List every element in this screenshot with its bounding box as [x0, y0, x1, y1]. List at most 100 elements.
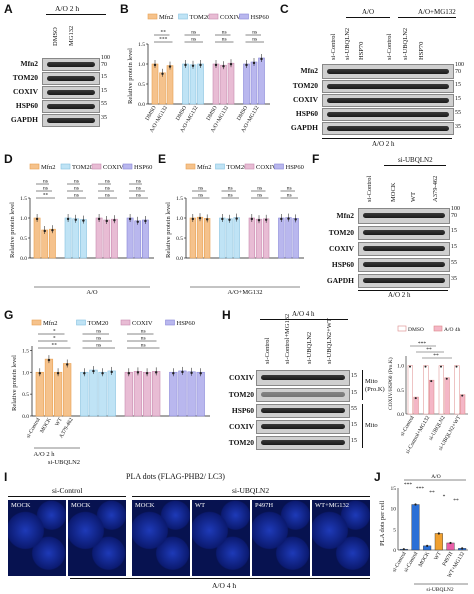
legend-label: DMSO: [408, 327, 424, 333]
y-tick-label: 0.0: [397, 412, 404, 418]
legend-label: HSP60: [134, 164, 152, 171]
blot-strip: [42, 72, 100, 85]
y-tick-label: 0.5: [138, 82, 145, 88]
lane-label: HSP70: [358, 41, 365, 60]
panel-b: B Mfn2 TOM20 COXIV HSP60 0.0 0.5 1.0 1.5 Relativ…: [118, 0, 276, 150]
microscopy-image: WT+MG132: [312, 500, 370, 576]
bar: [444, 377, 450, 415]
group-label: A/O+MG132: [418, 8, 456, 16]
y-axis-label: COXIV/HSP60 (Pro.K): [387, 357, 394, 410]
panel-f: F si-UBQLN2 si-Control MOCK WT A379-462 …: [310, 150, 474, 300]
data-point: [110, 370, 113, 374]
sig-label: ns: [141, 329, 146, 335]
data-point: [154, 371, 158, 374]
mw-marker: 15: [101, 74, 107, 80]
data-point: [136, 220, 139, 223]
microscopy-image: MOCK: [8, 500, 66, 576]
legend-swatch: [147, 13, 158, 20]
row-label: TOM20: [292, 81, 318, 90]
data-point: [437, 532, 440, 535]
mw-marker: 15: [351, 422, 357, 428]
data-point: [136, 371, 140, 374]
mw-marker: 15: [351, 438, 357, 444]
blot-strip: [42, 114, 100, 127]
data-point: [168, 65, 172, 68]
sig-label: ns: [74, 186, 79, 192]
x-tick-label: WT: [54, 416, 64, 427]
sig-label: ns: [74, 179, 79, 185]
data-point: [191, 64, 195, 68]
sig-label: **: [161, 30, 167, 36]
blot-strip: [358, 242, 450, 256]
side-label: Mito: [365, 422, 378, 429]
row-label: Mfn2: [336, 211, 355, 220]
data-point: [260, 57, 263, 61]
group-line: [8, 496, 126, 497]
bar: [64, 217, 72, 259]
group-line: [398, 17, 456, 18]
image-label: MOCK: [71, 502, 91, 509]
bar: [263, 218, 270, 259]
x-tick-label: MOCK: [39, 417, 52, 434]
footer-label: A/O 4 h: [212, 581, 237, 590]
data-point: [250, 217, 254, 221]
x-tick-label: si-Control: [399, 415, 416, 438]
legend-swatch: [433, 325, 443, 332]
bar: [233, 217, 240, 259]
y-tick-label: 1.0: [20, 216, 27, 222]
bar: [134, 220, 142, 259]
data-point: [455, 365, 458, 368]
legend-swatch: [29, 163, 40, 170]
data-point: [461, 394, 464, 397]
sig-label: *: [53, 329, 56, 335]
bar: [197, 63, 204, 105]
legend-swatch: [397, 325, 407, 332]
legend-swatch: [76, 319, 86, 326]
sig-label: ns: [257, 186, 262, 192]
bar: [196, 216, 204, 259]
legend-swatch: [165, 319, 175, 326]
blot-strip: [322, 80, 454, 93]
image-label: P497H: [255, 502, 274, 509]
bar: [182, 63, 189, 105]
blot-strip: [358, 274, 450, 288]
legend-label: Mfn2: [197, 164, 211, 171]
blot-strip: [358, 226, 450, 240]
bar: [196, 371, 205, 417]
data-point: [172, 372, 175, 375]
y-tick-label: 1.5: [20, 196, 27, 202]
data-point: [294, 218, 297, 221]
chart-e: Mfn2 TOM20 COXIV HSP60 0.0 0.5 1.0 1.5 Relative …: [165, 163, 304, 296]
data-point: [56, 372, 60, 375]
row-label: Mfn2: [300, 66, 319, 75]
panel-label: A: [4, 2, 13, 16]
lane-label: si-Control: [264, 337, 271, 364]
x-group-label: si-UBQLN2: [426, 587, 453, 593]
row-label: GAPDH: [326, 276, 354, 285]
bar: [98, 371, 107, 417]
data-point: [144, 219, 147, 223]
sig-label: ns: [136, 179, 141, 185]
x-tick-label: MOCK: [418, 551, 431, 568]
data-point: [280, 217, 283, 221]
mw-marker: 15: [351, 373, 357, 379]
bar: [255, 218, 263, 259]
sig-label: ns: [222, 30, 227, 36]
y-tick-label: 0.0: [138, 102, 145, 108]
legend-label: HSP60: [177, 320, 195, 327]
row-label: TOM20: [12, 73, 38, 82]
row-label: COXIV: [12, 87, 38, 96]
sig-label: ns: [105, 186, 110, 192]
mw-marker: 70: [451, 213, 457, 219]
bar: [103, 219, 111, 259]
legend-swatch: [178, 13, 188, 20]
data-point: [191, 217, 195, 221]
panel-label: C: [280, 2, 289, 16]
data-point: [287, 217, 290, 220]
sig-label: ns: [198, 193, 203, 199]
sig-label: **: [433, 353, 439, 359]
data-point: [97, 217, 101, 221]
sig-label: *: [53, 336, 56, 342]
microscopy-image: P497H: [252, 500, 310, 576]
condition-line: [46, 14, 106, 15]
